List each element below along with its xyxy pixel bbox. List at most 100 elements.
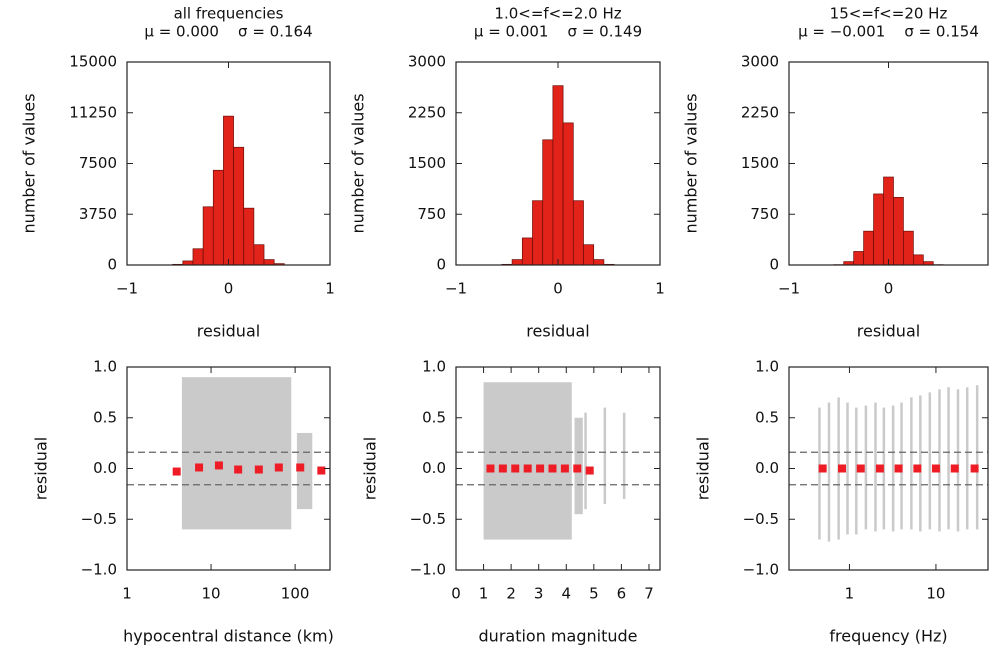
x-tick-label: 7 <box>644 585 654 603</box>
histogram-bar <box>182 260 194 266</box>
x-tick-label: 0 <box>451 585 461 603</box>
y-axis-label: residual <box>694 437 713 500</box>
binned-mean <box>274 463 283 472</box>
x-tick-label: 100 <box>281 585 310 603</box>
scatter-cloud <box>846 402 849 535</box>
binned-mean <box>536 464 545 473</box>
binned-mean <box>511 464 520 473</box>
scatter-cloud <box>827 402 831 542</box>
y-tick-label: 0 <box>107 256 117 274</box>
binned-mean <box>837 464 846 473</box>
binned-mean <box>523 464 532 473</box>
scatter-cloud <box>910 397 913 530</box>
x-tick-label: 0 <box>553 280 563 298</box>
histogram-bar <box>532 200 544 266</box>
x-tick-label: 5 <box>589 585 599 603</box>
binned-mean <box>486 464 495 473</box>
binned-mean <box>970 464 979 473</box>
histogram-bar <box>542 139 554 266</box>
x-tick-label: 1 <box>479 585 489 603</box>
binned-mean <box>818 464 827 473</box>
scatter-cloud <box>965 387 969 530</box>
histogram-bar <box>223 115 234 266</box>
binned-mean <box>875 464 884 473</box>
scatter-cloud <box>874 402 877 532</box>
binned-mean <box>573 464 582 473</box>
scatter-cloud <box>181 377 292 530</box>
y-tick-label: 0.0 <box>93 459 117 477</box>
binned-mean <box>296 463 305 472</box>
binned-mean <box>172 467 181 476</box>
y-tick-label: 0.0 <box>755 459 779 477</box>
scatter-cloud <box>938 389 941 532</box>
x-tick-label: 3 <box>534 585 544 603</box>
y-tick-label: 3750 <box>79 205 117 223</box>
histogram-bar <box>233 146 245 266</box>
binned-mean <box>548 464 557 473</box>
y-tick-label: −0.5 <box>410 510 446 528</box>
binned-mean <box>585 466 594 475</box>
x-tick-label: −1 <box>445 280 467 298</box>
histogram-bar <box>253 244 265 266</box>
binned-mean <box>195 463 204 472</box>
y-tick-label: −1.0 <box>81 561 117 579</box>
binned-mean <box>560 464 569 473</box>
y-tick-label: 1500 <box>408 154 446 172</box>
y-tick-label: 3000 <box>408 53 446 71</box>
scatter-cloud <box>483 382 572 540</box>
x-tick-label: 1 <box>325 280 335 298</box>
histogram-bar <box>863 230 874 266</box>
scatter-cloud <box>855 407 858 535</box>
scatter-cloud <box>818 407 821 540</box>
binned-mean <box>214 461 223 470</box>
y-axis-label: residual <box>361 437 380 500</box>
y-tick-label: 1500 <box>741 154 779 172</box>
x-axis-label: hypocentral distance (km) <box>123 627 334 646</box>
x-tick-label: −1 <box>116 280 138 298</box>
chart-subtitle: μ = 0.000 σ = 0.164 <box>144 23 312 41</box>
y-axis-label: residual <box>32 437 51 500</box>
scatter-cloud <box>975 385 979 530</box>
binned-mean <box>254 465 263 474</box>
x-tick-label: 2 <box>506 585 516 603</box>
y-tick-label: −1.0 <box>743 561 779 579</box>
y-tick-label: 0.5 <box>755 408 779 426</box>
histogram-bar <box>913 254 924 266</box>
y-axis-label: number of values <box>20 93 39 233</box>
histogram-bar <box>583 244 595 266</box>
scatter-cloud <box>928 392 932 530</box>
histogram-bar <box>263 259 275 266</box>
x-axis-label: residual <box>526 322 589 341</box>
chart-title: all frequencies <box>174 5 284 23</box>
y-tick-label: −1.0 <box>410 561 446 579</box>
y-tick-label: 750 <box>417 205 446 223</box>
x-axis-label: residual <box>197 322 260 341</box>
binned-mean <box>856 464 865 473</box>
x-tick-label: 0 <box>884 280 894 298</box>
y-tick-label: 0.5 <box>422 408 446 426</box>
histogram-bar <box>243 207 255 266</box>
y-tick-label: 0.5 <box>93 408 117 426</box>
binned-mean <box>931 464 940 473</box>
histogram-bar <box>552 85 564 266</box>
y-tick-label: 1.0 <box>755 358 779 376</box>
x-tick-label: 10 <box>926 585 945 603</box>
x-tick-label: 1 <box>122 585 132 603</box>
y-tick-label: −0.5 <box>81 510 117 528</box>
y-tick-label: 2250 <box>408 103 446 121</box>
scatter-cloud <box>622 412 626 499</box>
y-tick-label: 750 <box>750 205 779 223</box>
histogram-bar <box>212 169 224 266</box>
histogram-bar <box>511 259 523 266</box>
histogram-bar <box>873 193 884 266</box>
scatter-cloud <box>956 389 960 532</box>
histogram-bar <box>521 237 533 266</box>
y-tick-label: 7500 <box>79 154 117 172</box>
x-tick-label: 10 <box>202 585 221 603</box>
chart-subtitle: μ = −0.001 σ = 0.154 <box>798 23 979 41</box>
scatter-cloud <box>584 412 587 510</box>
histogram-bar <box>572 200 584 266</box>
y-tick-label: 2250 <box>741 103 779 121</box>
x-axis-label: duration magnitude <box>479 627 638 646</box>
